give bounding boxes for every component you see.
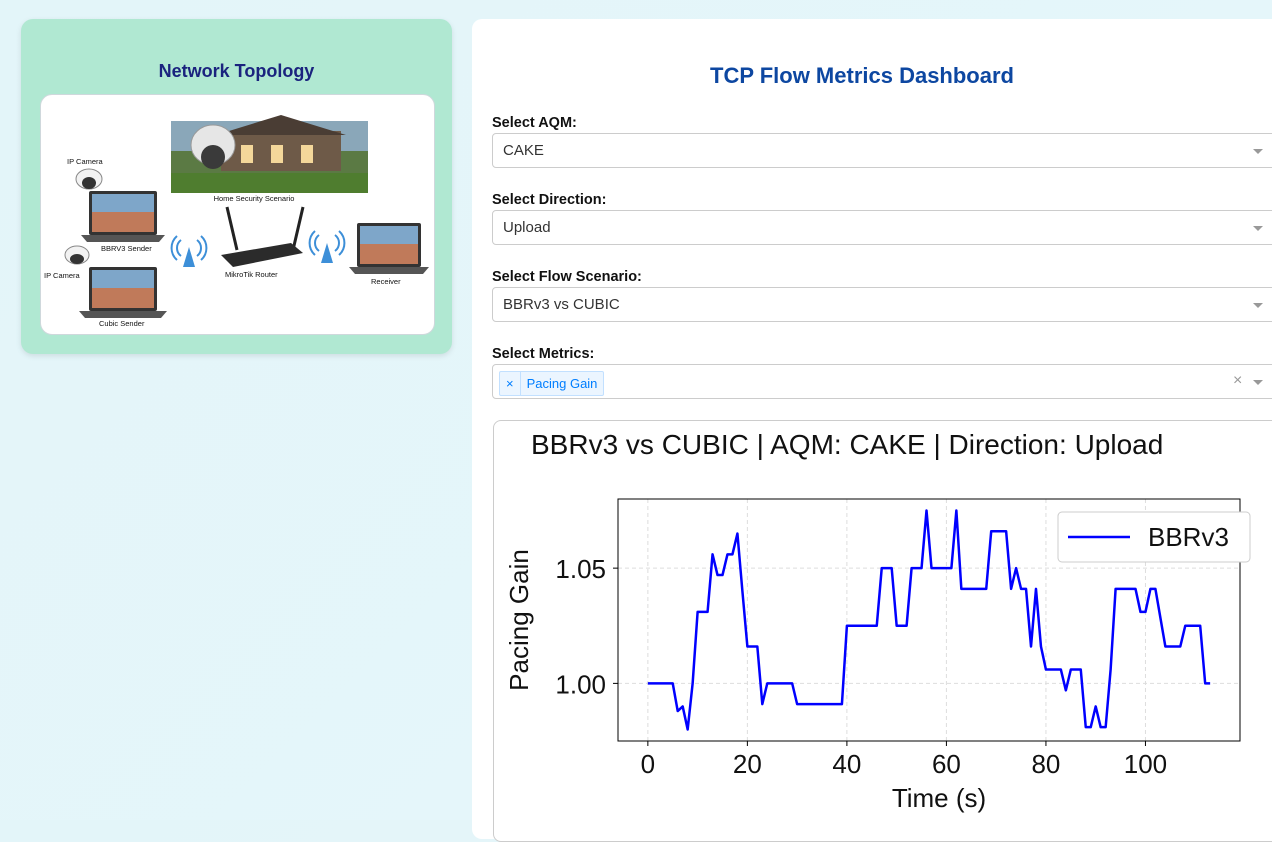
ip-camera-label-1: IP Camera: [67, 157, 104, 166]
home-security-image: [171, 115, 368, 193]
y-tick-label: 1.05: [555, 554, 606, 584]
ip-camera-icon: [64, 245, 90, 265]
plot-frame: [617, 498, 1241, 742]
scenario-dropdown[interactable]: BBRv3 vs CUBIC: [492, 287, 1272, 322]
laptop-icon: [349, 223, 429, 274]
legend-label: BBRv3: [1148, 522, 1229, 552]
wifi-signal-icon: [308, 230, 346, 263]
direction-label: Select Direction:: [492, 192, 607, 208]
dashboard-title: TCP Flow Metrics Dashboard: [710, 63, 1014, 88]
metric-tag-label: Pacing Gain: [526, 376, 598, 391]
y-tick-label: 1.00: [555, 669, 606, 699]
network-topology-panel: Network Topology Home Security Scenario …: [21, 19, 452, 354]
topology-diagram: Home Security Scenario IP Camera BBRV3 S…: [40, 94, 435, 335]
aqm-label: Select AQM:: [492, 115, 577, 131]
router-icon: [221, 206, 305, 267]
aqm-value: CAKE: [503, 142, 544, 159]
aqm-dropdown[interactable]: CAKE: [492, 133, 1272, 168]
x-axis-label: Time (s): [892, 783, 986, 813]
ip-camera-icon: [75, 168, 103, 190]
graph-card: BBRv3 vs CUBIC | AQM: CAKE | Direction: …: [493, 420, 1272, 842]
direction-dropdown[interactable]: Upload: [492, 210, 1272, 245]
x-tick-label: 0: [641, 749, 655, 779]
chevron-down-icon[interactable]: [1253, 226, 1263, 231]
chevron-down-icon[interactable]: [1253, 303, 1263, 308]
x-tick-label: 40: [832, 749, 861, 779]
receiver-label: Receiver: [371, 277, 401, 286]
x-tick-label: 100: [1124, 749, 1167, 779]
legend-box: [1057, 511, 1251, 563]
laptop-icon: [79, 267, 167, 318]
series-line-bbrv3: [647, 509, 1211, 731]
home-security-label: Home Security Scenario: [214, 194, 295, 203]
x-tick-label: 60: [932, 749, 961, 779]
chart-title: BBRv3 vs CUBIC | AQM: CAKE | Direction: …: [531, 429, 1164, 460]
scenario-value: BBRv3 vs CUBIC: [503, 296, 620, 313]
ip-camera-label-2: IP Camera: [44, 271, 81, 280]
network-topology-title: Network Topology: [158, 61, 315, 81]
scenario-label: Select Flow Scenario:: [492, 269, 642, 285]
direction-value: Upload: [503, 219, 551, 236]
wifi-signal-icon: [170, 235, 208, 267]
x-tick-label: 20: [733, 749, 762, 779]
metric-tag: × Pacing Gain: [499, 371, 605, 396]
line-chart: 0 20 40 60 80 100 1.00 1.05 Time (s) Pacing Gain B…: [504, 498, 1251, 813]
bbrv3-sender-label: BBRV3 Sender: [101, 244, 152, 253]
chevron-down-icon[interactable]: [1253, 149, 1263, 154]
y-axis-label: Pacing Gain: [504, 549, 534, 691]
cubic-sender-label: Cubic Sender: [99, 319, 145, 328]
clear-icon[interactable]: ×: [1233, 372, 1243, 389]
remove-tag-icon[interactable]: ×: [500, 372, 521, 395]
metrics-label: Select Metrics:: [492, 346, 595, 362]
router-label: MikroTik Router: [225, 270, 278, 279]
chevron-down-icon[interactable]: [1253, 380, 1263, 385]
laptop-icon: [81, 191, 165, 242]
metrics-multiselect[interactable]: × Pacing Gain ×: [492, 364, 1272, 399]
x-tick-label: 80: [1031, 749, 1060, 779]
